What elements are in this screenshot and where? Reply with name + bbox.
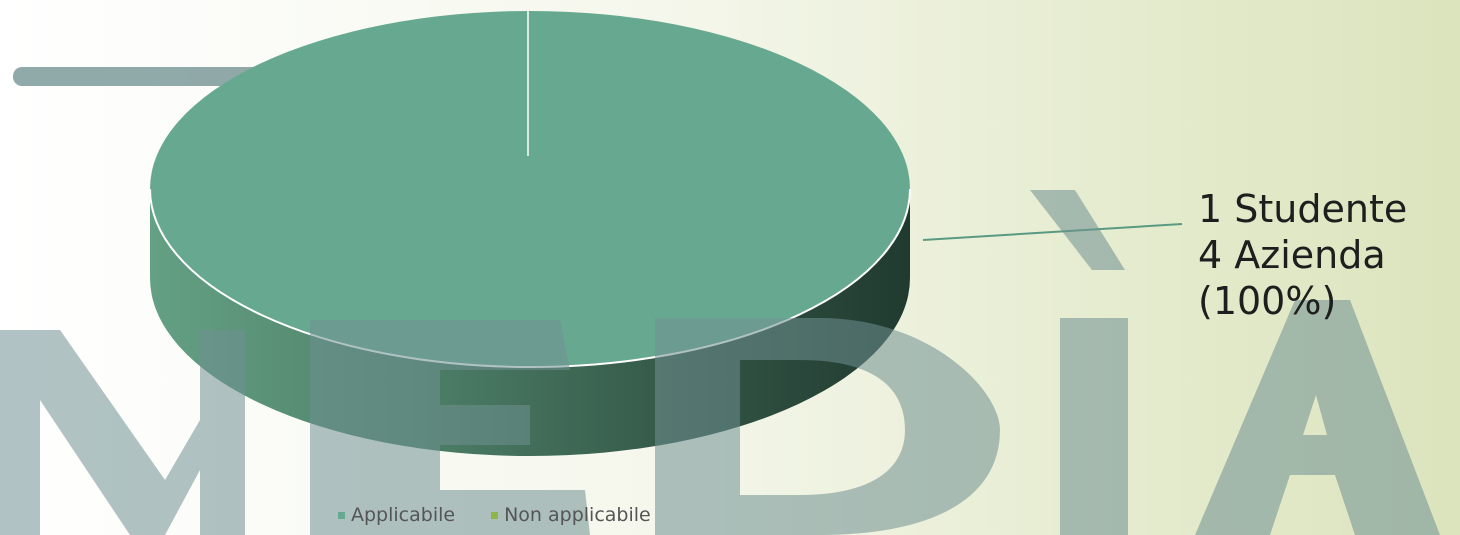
leader-line [922, 223, 1183, 241]
data-label: 1 Studente 4 Azienda (100%) [1198, 186, 1407, 324]
legend-swatch-applicabile [338, 511, 345, 519]
legend-label-applicabile: Applicabile [351, 504, 456, 526]
legend-item-non-applicabile[interactable]: Non applicabile [491, 504, 651, 526]
pie-slice-applicabile[interactable] [150, 11, 910, 367]
legend-label-non-applicabile: Non applicabile [504, 504, 651, 526]
legend: Applicabile Non applicabile [338, 504, 651, 526]
watermark-text [0, 190, 1440, 535]
data-label-line-1: 1 Studente [1198, 187, 1408, 231]
legend-item-applicabile[interactable]: Applicabile [338, 504, 455, 526]
data-label-line-3: (100%) [1198, 279, 1337, 323]
legend-swatch-non-applicabile [491, 511, 499, 519]
data-label-line-2: 4 Azienda [1198, 233, 1386, 277]
